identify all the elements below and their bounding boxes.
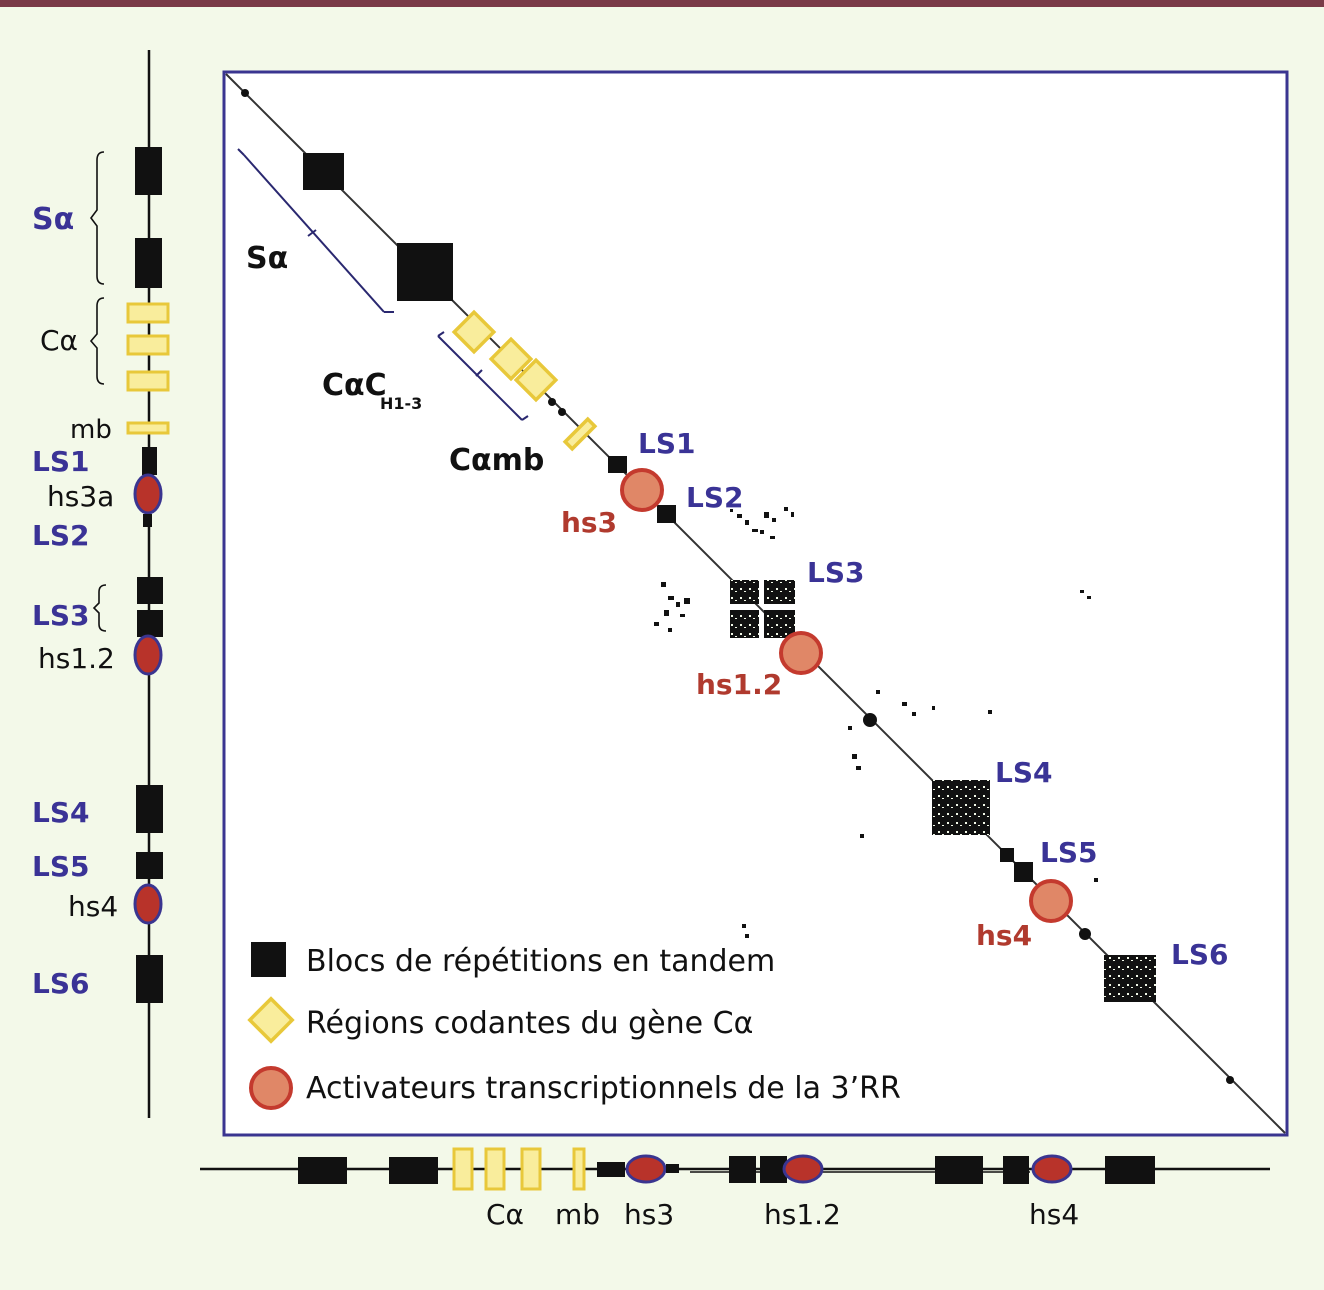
legend-enhancer-icon: [251, 1068, 291, 1108]
top-bar: [0, 0, 1324, 7]
left-label-hs12: hs1.2: [38, 642, 115, 675]
dot-block-salpha-1: [303, 153, 344, 190]
left-block-ls1: [142, 447, 157, 475]
bottom-block-ls4: [935, 1156, 983, 1184]
dot-block-ls5-a: [1000, 848, 1014, 862]
bottom-block-ls3-1: [729, 1156, 756, 1183]
left-label-ls5: LS5: [32, 850, 90, 883]
bottom-label-hs3: hs3: [624, 1198, 674, 1231]
dot-block-ls2: [657, 505, 676, 523]
dot-label-ls3: LS3: [807, 556, 865, 589]
left-block-ls4: [136, 785, 163, 833]
left-block-salpha-1: [135, 147, 162, 195]
dot-label-hs12: hs1.2: [696, 668, 782, 701]
left-bracket-ls3: [94, 585, 106, 631]
bottom-enhancer-hs4: [1033, 1156, 1071, 1182]
left-label-salpha: Sα: [32, 202, 74, 237]
dot-label-hs3: hs3: [561, 506, 617, 539]
dot-label-calpha-ch-sub: H1-3: [380, 394, 422, 413]
left-coding-box-1: [128, 304, 168, 322]
bottom-coding-box-2: [486, 1149, 504, 1189]
bottom-coding-mb: [574, 1149, 584, 1189]
dot-block-ls1: [608, 456, 627, 473]
dot-label-ls6: LS6: [1171, 938, 1229, 971]
dot-label-hs4: hs4: [976, 919, 1032, 952]
left-coding-box-3: [128, 372, 168, 390]
left-bracket-calpha: [91, 298, 104, 384]
left-axis: Sα Cα mb LS1 hs3a LS2 LS3 hs1.2 LS4 LS5 …: [32, 50, 168, 1118]
left-label-ls2: LS2: [32, 519, 90, 552]
bottom-axis: Cα mb hs3 hs1.2 hs4: [200, 1149, 1270, 1231]
dot-label-ls2: LS2: [686, 481, 744, 514]
dot-block-ls5-b: [1014, 862, 1033, 882]
bottom-label-hs12: hs1.2: [764, 1198, 841, 1231]
left-label-hs3a: hs3a: [47, 480, 114, 513]
left-block-salpha-2: [135, 238, 162, 288]
bottom-block-salpha-2: [389, 1157, 438, 1184]
legend-enhancers-label: Activateurs transcriptionnels de la 3’RR: [306, 1071, 901, 1106]
bottom-label-hs4: hs4: [1029, 1198, 1079, 1231]
dot-block-salpha-2: [397, 243, 453, 301]
dot-label-ls1: LS1: [638, 427, 696, 460]
dot-block-ls6: [1104, 955, 1156, 1002]
dotplot-panel: Sα CαC H1-3 Cαmb LS1 LS2: [224, 72, 1287, 1135]
bottom-enhancer-hs3: [627, 1156, 665, 1182]
left-block-ls5: [136, 852, 163, 879]
left-block-ls3-1: [137, 577, 163, 604]
dot-label-salpha: Sα: [246, 241, 288, 276]
dot-enhancer-hs3: [622, 470, 662, 510]
dot-enhancer-hs4: [1031, 881, 1071, 921]
legend-blocks-label: Blocs de répétitions en tandem: [306, 944, 775, 979]
bottom-coding-box-1: [454, 1149, 472, 1189]
left-label-hs4: hs4: [68, 890, 118, 923]
left-enhancer-hs4: [135, 885, 161, 923]
left-block-ls2: [143, 514, 152, 527]
legend-coding-label: Régions codantes du gène Cα: [306, 1006, 753, 1041]
dot-label-calpha-ch: CαC: [322, 368, 387, 403]
left-coding-box-2: [128, 336, 168, 354]
left-block-ls6: [136, 955, 163, 1003]
bottom-block-ls6: [1105, 1156, 1155, 1184]
bottom-block-ls2: [666, 1164, 679, 1173]
bottom-label-mb: mb: [555, 1198, 600, 1231]
dot-label-calpha-mb: Cαmb: [449, 443, 544, 478]
dot-block-ls4: [932, 780, 990, 835]
left-coding-mb: [128, 423, 168, 433]
left-label-mb: mb: [70, 415, 112, 445]
left-enhancer-hs3a: [135, 475, 161, 513]
left-label-ls4: LS4: [32, 796, 90, 829]
bottom-coding-box-3: [522, 1149, 540, 1189]
dot-label-ls5: LS5: [1040, 836, 1098, 869]
left-enhancer-hs12: [135, 636, 161, 674]
bottom-enhancer-hs12: [784, 1156, 822, 1182]
left-label-ls1: LS1: [32, 445, 90, 478]
dot-label-ls4: LS4: [995, 756, 1053, 789]
dot-enhancer-hs12: [781, 633, 821, 673]
left-label-ls3: LS3: [32, 599, 90, 632]
bottom-label-calpha: Cα: [486, 1198, 524, 1231]
bottom-block-ls5: [1003, 1156, 1029, 1184]
left-bracket-salpha: [91, 152, 104, 284]
left-block-ls3-2: [137, 610, 163, 637]
legend-block-icon: [251, 942, 286, 977]
bottom-block-salpha-1: [298, 1157, 347, 1184]
left-label-ls6: LS6: [32, 967, 90, 1000]
bottom-block-ls1: [597, 1162, 625, 1177]
left-label-calpha: Cα: [40, 324, 78, 357]
